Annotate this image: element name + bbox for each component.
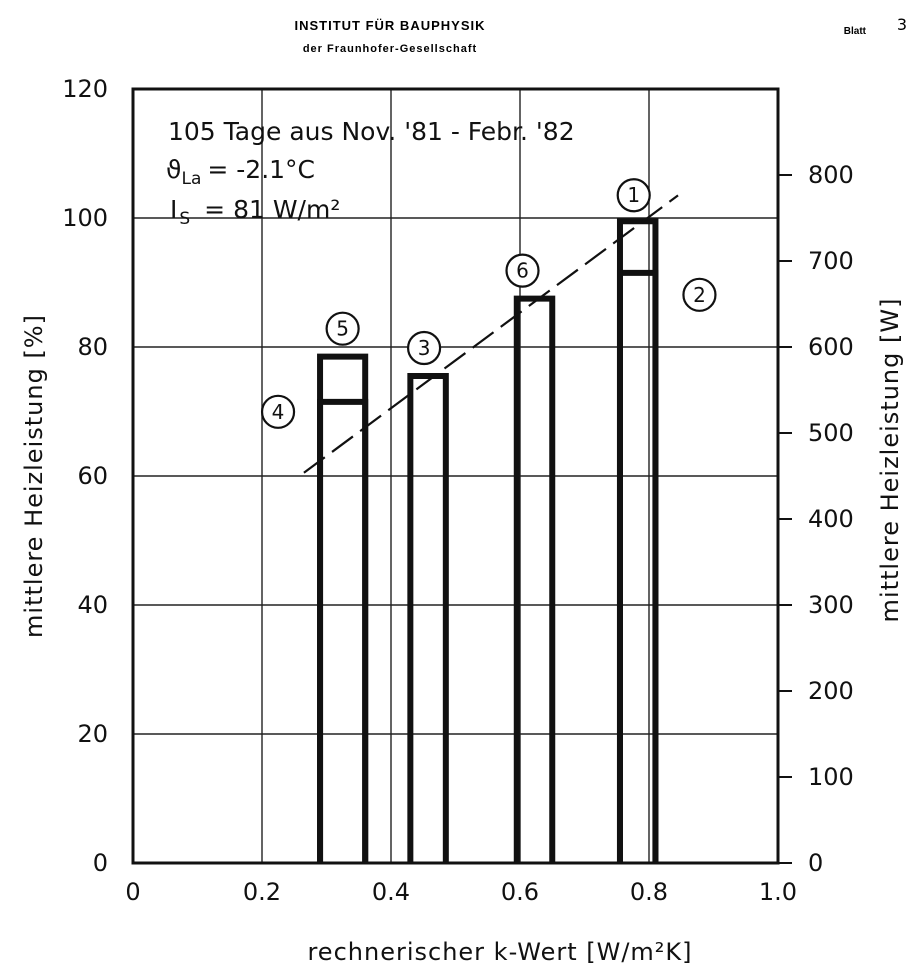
- bar-label-number: 6: [516, 259, 529, 283]
- y-axis-label-left: mittlere Heizleistung [%]: [20, 314, 48, 638]
- irradiance-subscript: S: [179, 209, 190, 229]
- bar-1: [616, 218, 659, 863]
- sheet-number: 3: [897, 15, 907, 34]
- annotation-line3: I S = 81 W/m²: [170, 195, 340, 229]
- institute-title: INSTITUT FÜR BAUPHYSIK: [295, 18, 486, 33]
- plot-frame: [131, 87, 780, 865]
- theta-value: = -2.1°C: [207, 155, 315, 184]
- bar-label-circle: [682, 277, 717, 312]
- theta-subscript: La: [181, 169, 201, 189]
- x-tick-label: 0.6: [501, 878, 539, 906]
- y-tick-label-right: 300: [808, 591, 854, 619]
- x-tick-label: 1.0: [759, 878, 797, 906]
- bar-2: [616, 269, 659, 863]
- y-tick-label-right: 0: [808, 849, 823, 877]
- bar-label-circle: [406, 330, 442, 366]
- x-tick-label: 0.2: [243, 878, 281, 906]
- bar-labels: 4 5 3 6 2 1: [260, 178, 717, 429]
- y-tick-label-right: 800: [808, 161, 854, 189]
- bars: [317, 218, 659, 863]
- irradiance-symbol: I: [170, 195, 177, 224]
- y-tick-label-right: 200: [808, 677, 854, 705]
- y-tick-label-right: 500: [808, 419, 854, 447]
- x-tick-label: 0.4: [372, 878, 410, 906]
- bar-label-number: 5: [336, 317, 349, 341]
- y-axis-label-right: mittlere Heizleistung [W]: [876, 298, 904, 623]
- y-tick-label-left: 120: [62, 75, 108, 103]
- annotation-line1: 105 Tage aus Nov. '81 - Febr. '82: [168, 117, 575, 146]
- trend-line: [303, 194, 679, 474]
- ticks: 0 0.2 0.4 0.6 0.8 1.0 0 20 40 60 80 100 120 0 100 200 30…: [62, 75, 854, 906]
- bar-label-number: 4: [272, 400, 285, 424]
- x-tick-label: 0.8: [630, 878, 668, 906]
- bar-6: [513, 295, 556, 863]
- x-tick-label: 0: [125, 878, 140, 906]
- y-tick-label-right: 400: [808, 505, 854, 533]
- y-tick-label-left: 20: [77, 720, 108, 748]
- bar-4: [317, 398, 369, 863]
- x-axis-label: rechnerischer k-Wert [W/m²K]: [307, 938, 692, 966]
- bar-label-circle: [505, 253, 540, 288]
- y-tick-label-left: 80: [77, 333, 108, 361]
- society-subtitle: der Fraunhofer-Gesellschaft: [303, 43, 477, 55]
- bar-label-number: 2: [693, 283, 706, 307]
- y-tick-label-left: 0: [93, 849, 108, 877]
- y-tick-label-right: 100: [808, 763, 854, 791]
- bar-3: [407, 373, 449, 863]
- y-tick-label-left: 100: [62, 204, 108, 232]
- sheet-label: Blatt: [844, 26, 867, 37]
- irradiance-value: = 81 W/m²: [204, 195, 340, 224]
- annotation-line2: ϑLa = -2.1°C: [166, 155, 315, 189]
- y-tick-label-right: 600: [808, 333, 854, 361]
- theta-symbol: ϑ: [166, 155, 181, 184]
- bar-label-circle: [260, 394, 296, 429]
- bar-label-circle: [325, 311, 360, 346]
- bar-label-circle: [616, 178, 651, 213]
- bar-5: [317, 353, 369, 863]
- bar-label-number: 3: [418, 336, 431, 360]
- y-tick-label-right: 700: [808, 247, 854, 275]
- y-tick-label-left: 60: [77, 462, 108, 490]
- y-tick-label-left: 40: [77, 591, 108, 619]
- bar-label-number: 1: [627, 183, 640, 207]
